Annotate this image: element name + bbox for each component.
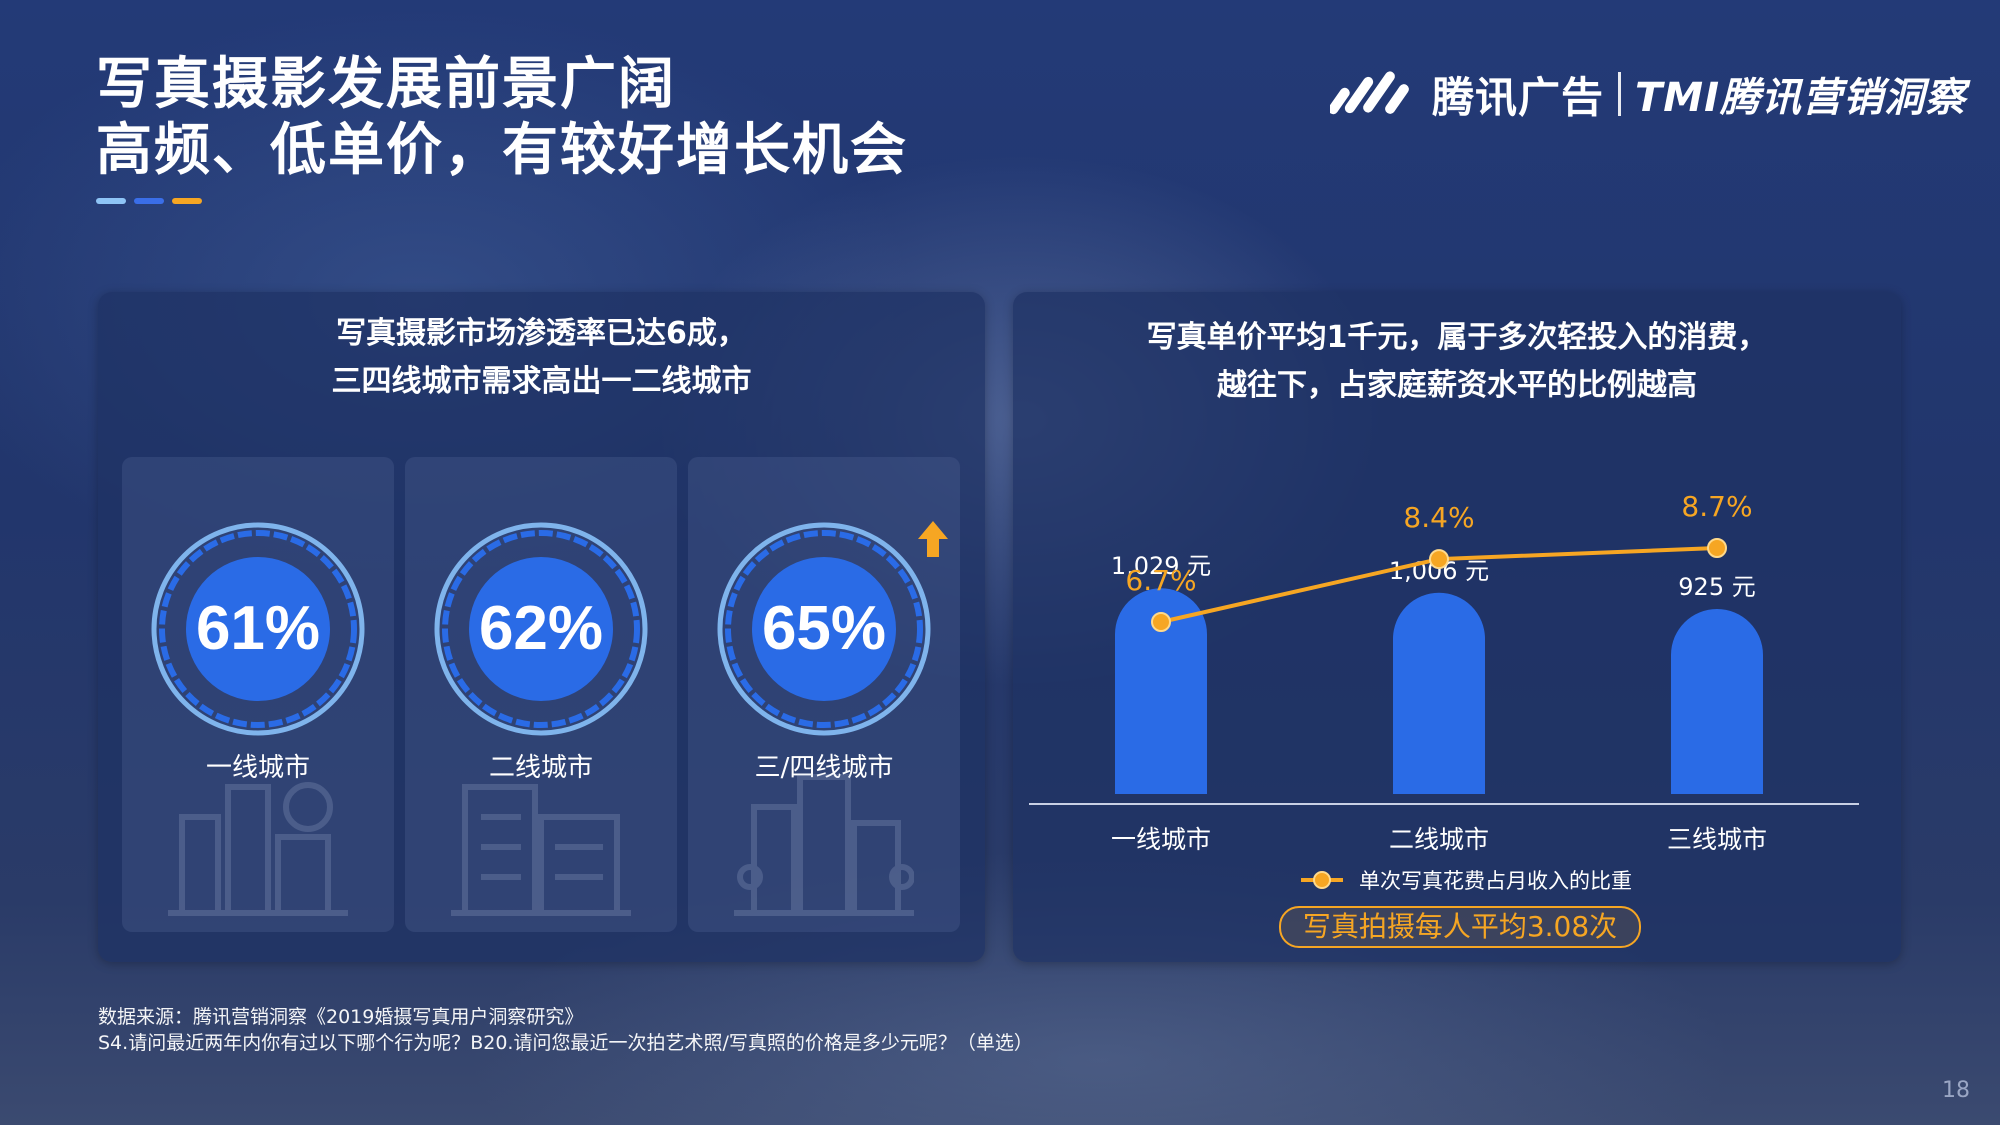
percent-ring: 65% <box>717 522 931 736</box>
price-bar-label: 925 元 <box>1678 573 1755 601</box>
price-heading-line1: 写真单价平均1千元，属于多次轻投入的消费， <box>1146 320 1768 355</box>
city-tier-label: 二线城市 <box>488 753 593 783</box>
ratio-point <box>1429 549 1449 570</box>
ratio-data-label: 6.7% <box>1125 564 1196 597</box>
ratio-point <box>1151 612 1171 632</box>
up-arrow-icon <box>918 521 948 557</box>
data-source-note: 数据来源：腾讯营销洞察《2019婚摄写真用户洞察研究》 S4.请问最近两年内你有… <box>98 1004 1033 1056</box>
underline-segment-2 <box>134 198 164 204</box>
ratio-point <box>1707 538 1727 558</box>
price-bar <box>1393 592 1485 794</box>
tencent-ads-logo-mark-icon <box>1330 71 1409 115</box>
ratio-data-label: 8.4% <box>1403 501 1474 534</box>
city-card-tier3-4: 65% 三/四线城市 <box>688 457 960 932</box>
price-heading-line2: 越往下，占家庭薪资水平的比例越高 <box>1217 368 1697 403</box>
logo-sub-text: TMI腾讯营销洞察 <box>1635 75 1966 121</box>
town-buildings-icon <box>734 774 914 916</box>
city-card-tier1: 61% 一线城市 <box>122 457 394 932</box>
page-number: 18 <box>1942 1078 1970 1103</box>
category-tick-label: 三线城市 <box>1667 825 1767 854</box>
price-bar <box>1115 588 1207 794</box>
percent-ring: 62% <box>434 522 648 736</box>
brand-logo: 腾讯广告 TMI腾讯营销洞察 <box>1330 64 1966 124</box>
price-panel: 写真单价平均1千元，属于多次轻投入的消费， 越往下，占家庭薪资水平的比例越高 1… <box>1013 292 1901 962</box>
source-line1: 数据来源：腾讯营销洞察《2019婚摄写真用户洞察研究》 <box>98 1006 584 1028</box>
city-tier-label: 一线城市 <box>205 753 310 783</box>
underline-segment-1 <box>96 198 126 204</box>
city-skyline-icon <box>168 782 348 916</box>
page-title-line2: 高频、低单价，有较好增长机会 <box>96 118 908 183</box>
price-bar-label: 1,029 元 <box>1111 552 1211 580</box>
price-heading: 写真单价平均1千元，属于多次轻投入的消费， 越往下，占家庭薪资水平的比例越高 <box>1013 314 1901 410</box>
penetration-panel: 写真摄影市场渗透率已达6成， 三四线城市需求高出一二线城市 61% 一线城市 6 <box>98 292 985 962</box>
penetration-value: 62% <box>479 594 603 663</box>
city-card-tier2: 62% 二线城市 <box>405 457 677 932</box>
penetration-value: 65% <box>762 594 886 663</box>
category-tick-label: 二线城市 <box>1389 825 1489 854</box>
title-underline <box>96 198 202 204</box>
page-title-line1: 写真摄影发展前景广阔 <box>96 52 676 117</box>
average-times-badge: 写真拍摄每人平均3.08次 <box>1279 906 1641 948</box>
percent-ring: 61% <box>151 522 365 736</box>
legend-point-swatch <box>1313 871 1331 889</box>
underline-segment-3 <box>172 198 202 204</box>
logo-brand-text: 腾讯广告 <box>1432 72 1605 122</box>
ratio-data-label: 8.7% <box>1681 490 1752 523</box>
page-title: 写真摄影发展前景广阔 高频、低单价，有较好增长机会 <box>96 52 908 184</box>
penetration-heading-line1: 写真摄影市场渗透率已达6成， <box>336 316 747 351</box>
penetration-value: 61% <box>196 594 320 663</box>
category-tick-label: 一线城市 <box>1111 825 1211 854</box>
price-bar <box>1671 609 1763 794</box>
legend-label: 单次写真花费占月收入的比重 <box>1359 869 1632 893</box>
office-building-icon <box>451 784 631 916</box>
logo-separator <box>1618 72 1622 116</box>
city-tier-label: 三/四线城市 <box>754 753 894 783</box>
source-line2: S4.请问最近两年内你有过以下哪个行为呢？B20.请问您最近一次拍艺术照/写真照… <box>98 1032 1033 1054</box>
penetration-heading-line2: 三四线城市需求高出一二线城市 <box>331 364 752 399</box>
penetration-heading: 写真摄影市场渗透率已达6成， 三四线城市需求高出一二线城市 <box>98 310 985 406</box>
